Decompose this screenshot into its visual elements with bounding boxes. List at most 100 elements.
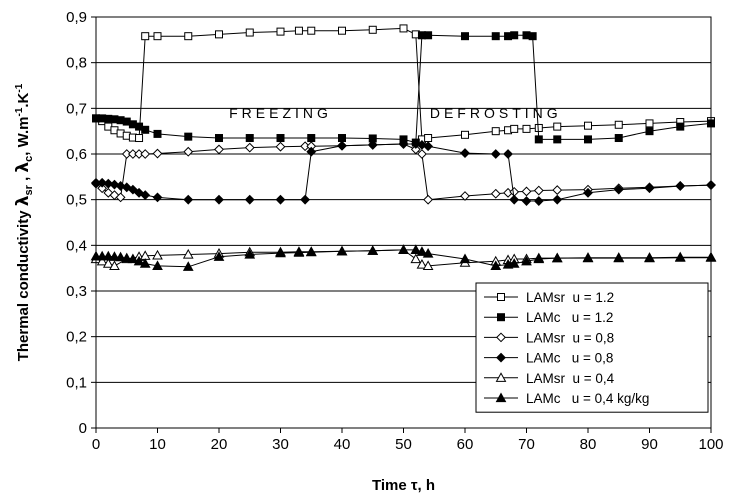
series-3-point-8 xyxy=(140,190,151,201)
series-5-point-27 xyxy=(533,253,545,264)
series-5-point-5 xyxy=(121,252,133,263)
series-1-point-11 xyxy=(215,134,223,143)
series-4-point-7 xyxy=(152,249,163,260)
series-1-point-9 xyxy=(153,129,162,138)
y-tick-label-2: 0,2 xyxy=(66,329,87,346)
axis-ticks: 0 0,1 0,2 0,3 0,4 0,5 0,6 0,7 0,8 0,9 0 10 20 30 40 50 6… xyxy=(66,9,723,453)
series-3-point-18 xyxy=(398,139,409,149)
series-1-point-27 xyxy=(534,135,543,144)
series-1-point-20 xyxy=(424,31,433,40)
series-5-point-14 xyxy=(293,247,305,257)
series-5-point-31 xyxy=(644,252,655,262)
series-1-point-24 xyxy=(510,31,519,40)
y-tick-label-0: 0 xyxy=(79,420,87,437)
series-0-point-27 xyxy=(534,123,543,132)
series-0-point-10 xyxy=(184,32,193,41)
series-3-point-15 xyxy=(306,146,317,157)
series-3-point-23 xyxy=(490,149,501,159)
series-2-point-10 xyxy=(183,146,194,157)
series-0-point-9 xyxy=(153,32,162,41)
series-2-point-27 xyxy=(533,185,544,196)
series-0-point-14 xyxy=(294,26,303,35)
series-0-point-29 xyxy=(584,121,592,130)
legend-entry-2: LAMsr u = 0,8 xyxy=(484,330,614,345)
x-tick-label-3: 30 xyxy=(272,436,289,453)
series-5-point-4 xyxy=(115,251,126,262)
series-3-point-27 xyxy=(533,196,544,206)
y-title-lambda-sr: λ xyxy=(13,195,33,206)
series-2-point-1 xyxy=(97,183,108,194)
legend-label-4: LAMsr u = 0,4 xyxy=(526,371,615,386)
series-4-point-2 xyxy=(102,258,114,268)
series-5-point-12 xyxy=(244,248,256,259)
series-3-point-32 xyxy=(675,181,686,191)
series-3-point-6 xyxy=(127,184,138,195)
series-3-point-11 xyxy=(214,194,224,205)
series-5-point-3 xyxy=(109,251,120,261)
series-3-point-28 xyxy=(552,194,563,205)
legend-label-3: LAMc u = 0,8 xyxy=(526,351,613,366)
y-tick-label-6: 0,6 xyxy=(66,146,87,163)
series-5-point-25 xyxy=(508,258,520,268)
series-0-point-12 xyxy=(245,28,254,37)
series-1-point-21 xyxy=(461,32,469,41)
annotation-0: FREEZING xyxy=(229,105,332,121)
x-tick-label-7: 70 xyxy=(518,436,535,453)
series-3-point-14 xyxy=(300,194,311,205)
x-tick-label-6: 60 xyxy=(457,436,474,453)
legend-marker-4 xyxy=(495,372,507,382)
series-3-point-22 xyxy=(460,148,470,158)
legend-entry-1: LAMc u = 1.2 xyxy=(484,310,613,325)
y-tick-label-8: 0,8 xyxy=(66,55,87,72)
series-0-point-13 xyxy=(276,27,285,36)
series-5-point-18 xyxy=(398,244,409,254)
legend: LAMsr u = 1.2 LAMc u = 1.2 LAMsr u = 0,8 LA… xyxy=(475,282,709,413)
series-3-point-12 xyxy=(244,194,255,205)
y-tick-label-4: 0,4 xyxy=(66,237,87,254)
series-3-point-1 xyxy=(97,177,108,188)
series-0-point-15 xyxy=(307,26,316,35)
series-0-point-28 xyxy=(553,122,562,131)
y-title-sub-sr: sr xyxy=(23,184,35,195)
series-3-point-26 xyxy=(521,196,532,206)
series-2-point-19 xyxy=(410,144,421,155)
series-5-point-2 xyxy=(102,250,114,261)
series-5-point-7 xyxy=(133,255,145,266)
series-3-point-17 xyxy=(367,139,378,150)
series-3-point-21 xyxy=(423,141,434,152)
legend-marker-5 xyxy=(495,392,507,403)
series-0-point-8 xyxy=(141,32,150,41)
series-5-point-11 xyxy=(213,251,225,261)
x-tick-label-1: 10 xyxy=(149,436,166,453)
legend-label-1: LAMc u = 1.2 xyxy=(526,310,613,325)
series-5 xyxy=(90,244,717,271)
series-1-point-28 xyxy=(553,135,562,144)
series-1-point-12 xyxy=(245,134,254,143)
legend-entry-4: LAMsr u = 0,4 xyxy=(484,371,615,386)
annotations: FREEZING DEFROSTING xyxy=(229,105,558,121)
series-1-point-32 xyxy=(676,122,685,131)
legend-label-0: LAMsr u = 1.2 xyxy=(526,290,614,305)
series-1-point-26 xyxy=(528,32,537,41)
series-5-point-13 xyxy=(275,247,286,258)
series-0-point-25 xyxy=(510,124,519,133)
series-0-point-7 xyxy=(135,134,144,143)
series-0-point-21 xyxy=(424,134,433,143)
series-3-point-19 xyxy=(410,139,421,149)
series-5-point-19 xyxy=(410,244,422,254)
series-5-point-26 xyxy=(521,255,532,266)
series-1-point-22 xyxy=(491,32,500,41)
legend-label-2: LAMsr u = 0,8 xyxy=(526,330,614,345)
series-2-point-11 xyxy=(214,144,224,155)
series-5-point-16 xyxy=(336,245,348,256)
series-3-point-24 xyxy=(503,149,513,159)
x-tick-label-5: 50 xyxy=(395,436,412,453)
legend-label-5: LAMc u = 0,4 kg/kg xyxy=(526,391,649,406)
series-0-point-22 xyxy=(461,130,469,139)
series-0-point-23 xyxy=(491,127,500,136)
series-2-point-23 xyxy=(490,188,501,199)
series-3-point-25 xyxy=(509,194,520,205)
y-tick-label-3: 0,3 xyxy=(66,283,87,300)
series-1-point-14 xyxy=(307,134,316,143)
